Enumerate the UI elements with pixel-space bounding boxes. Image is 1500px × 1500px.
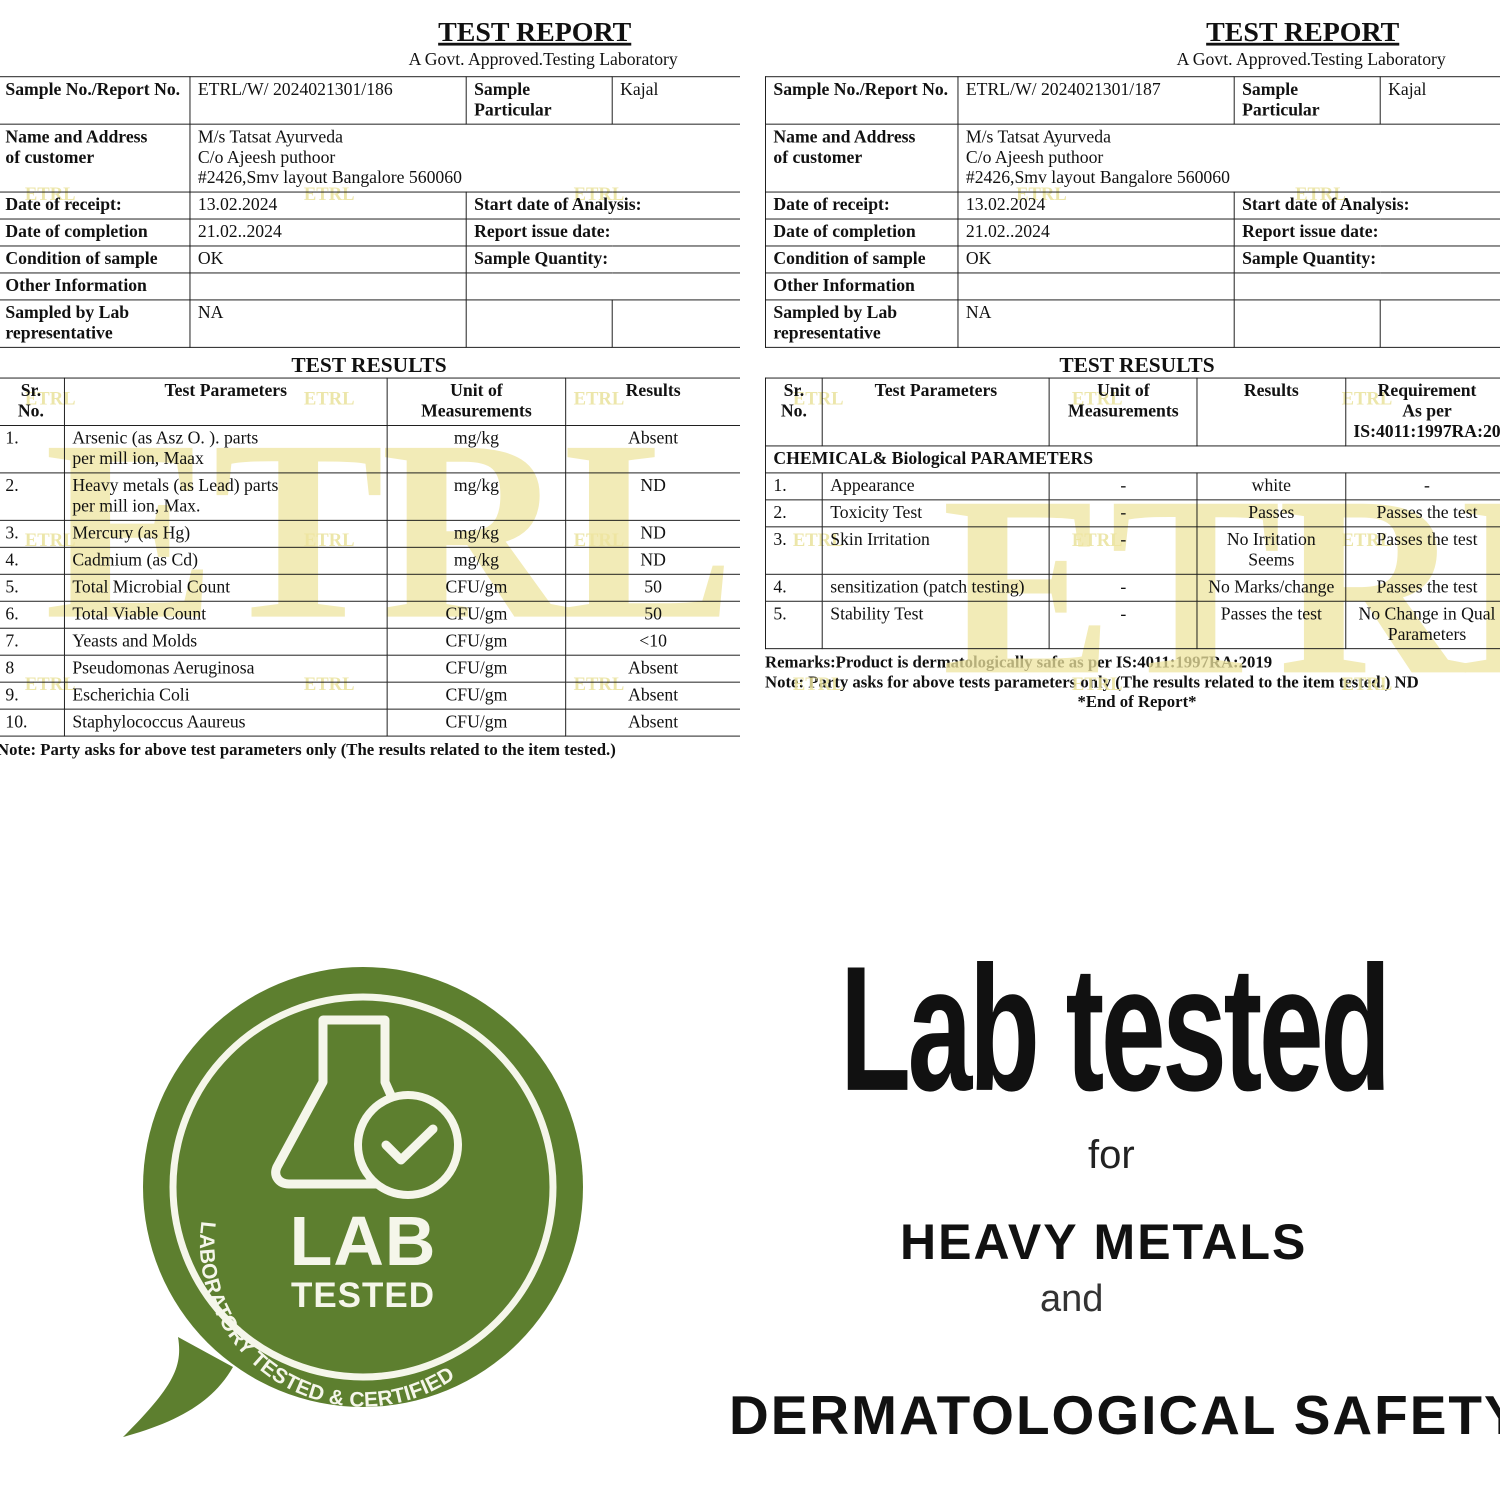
svg-text:LAB: LAB [290,1202,437,1280]
svg-text:TESTED: TESTED [291,1276,435,1315]
